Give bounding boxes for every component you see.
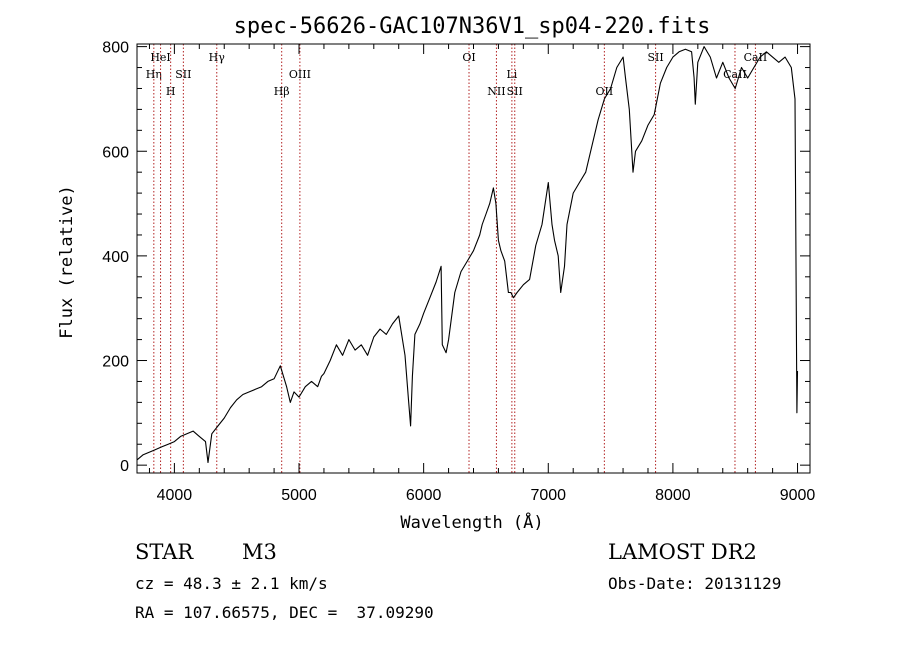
- marker-label: NII: [487, 85, 505, 98]
- marker-label: SII: [507, 85, 523, 98]
- spectrum-plot-area: [136, 46, 799, 464]
- y-tick-label: 400: [102, 249, 129, 266]
- marker-label: Li: [506, 68, 517, 81]
- marker-label: CaII: [744, 51, 768, 64]
- plot-frame: [136, 43, 811, 474]
- x-tick-label: 6000: [406, 487, 442, 504]
- survey-name: LAMOST DR2: [608, 540, 757, 564]
- object-class: STAR: [135, 540, 194, 564]
- ra-dec-coordinates: RA = 107.66575, DEC = 37.09290: [135, 603, 434, 622]
- object-subclass: M3: [242, 540, 277, 564]
- marker-label: SII: [175, 68, 191, 81]
- x-tick-label: 5000: [281, 487, 317, 504]
- chart-title: spec-56626-GAC107N36V1_sp04-220.fits: [234, 14, 711, 39]
- marker-label: Hη: [146, 68, 162, 81]
- marker-label: OIII: [289, 68, 311, 81]
- marker-label: OII: [596, 85, 614, 98]
- marker-label: HeI: [150, 51, 170, 64]
- x-tick-label: 4000: [157, 487, 193, 504]
- observation-date: Obs-Date: 20131129: [608, 574, 782, 593]
- y-tick-label: 0: [120, 458, 129, 475]
- x-tick-label: 7000: [530, 487, 566, 504]
- marker-label: OI: [462, 51, 475, 64]
- x-tick-label: 9000: [780, 487, 816, 504]
- y-tick-label: 600: [102, 144, 129, 161]
- marker-label: H: [166, 85, 176, 98]
- marker-label: Hβ: [274, 85, 290, 98]
- marker-label: SII: [647, 51, 663, 64]
- x-tick-label: 8000: [655, 487, 691, 504]
- axis-ticks: 4000 5000 6000 7000 8000 9000 0 200 400 600 800: [102, 40, 815, 504]
- spectrum-line: [136, 46, 799, 464]
- redshift-cz: cz = 48.3 ± 2.1 km/s: [135, 574, 328, 593]
- x-axis-label: Wavelength (Å): [400, 511, 543, 533]
- y-axis-label: Flux (relative): [57, 185, 77, 339]
- y-tick-label: 800: [102, 40, 129, 57]
- y-tick-label: 200: [102, 354, 129, 371]
- marker-label: Hγ: [209, 51, 226, 64]
